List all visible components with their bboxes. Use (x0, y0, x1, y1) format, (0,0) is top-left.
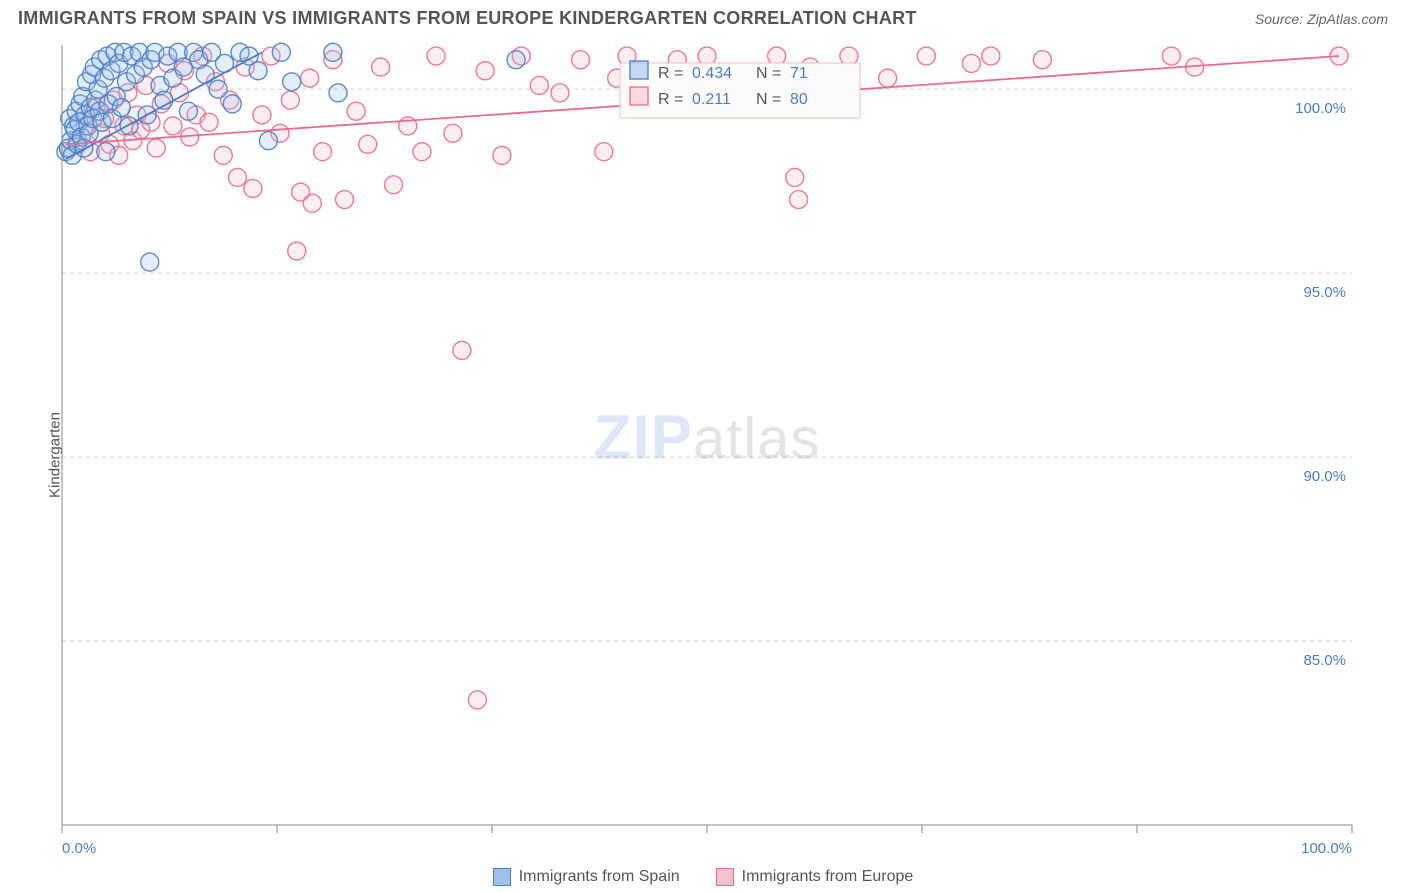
svg-text:85.0%: 85.0% (1303, 652, 1346, 669)
svg-text:R =: R = (658, 91, 683, 108)
legend-label-europe: Immigrants from Europe (742, 868, 914, 886)
y-axis-label: Kindergarten (46, 412, 63, 498)
source-label: Source: ZipAtlas.com (1255, 11, 1388, 27)
svg-text:80: 80 (790, 91, 808, 108)
legend-bottom: Immigrants from Spain Immigrants from Eu… (0, 868, 1406, 886)
svg-text:95.0%: 95.0% (1303, 284, 1346, 301)
svg-text:0.211: 0.211 (692, 91, 731, 108)
legend-item-europe: Immigrants from Europe (716, 868, 914, 886)
correlation-scatter-chart: ZIPatlas 0.0% 100.0% 85.0% 90.0% 95.0% 100.0% R… (18, 33, 1388, 877)
svg-text:100.0%: 100.0% (1295, 100, 1346, 117)
chart-container: Kindergarten ZIPatlas 0.0% 100.0% 85.0% 90.0… (18, 33, 1388, 877)
svg-text:71: 71 (790, 65, 808, 82)
svg-text:0.434: 0.434 (692, 65, 732, 82)
chart-title: IMMIGRANTS FROM SPAIN VS IMMIGRANTS FROM… (18, 8, 917, 29)
svg-text:90.0%: 90.0% (1303, 468, 1346, 485)
legend-item-spain: Immigrants from Spain (493, 868, 680, 886)
svg-text:0.0%: 0.0% (62, 840, 96, 857)
svg-text:N =: N = (756, 65, 781, 82)
swatch-spain (493, 868, 511, 886)
svg-text:N =: N = (756, 91, 781, 108)
svg-text:ZIPatlas: ZIPatlas (594, 403, 821, 472)
svg-text:R =: R = (658, 65, 683, 82)
svg-text:100.0%: 100.0% (1301, 840, 1352, 857)
legend-label-spain: Immigrants from Spain (519, 868, 680, 886)
swatch-europe (716, 868, 734, 886)
